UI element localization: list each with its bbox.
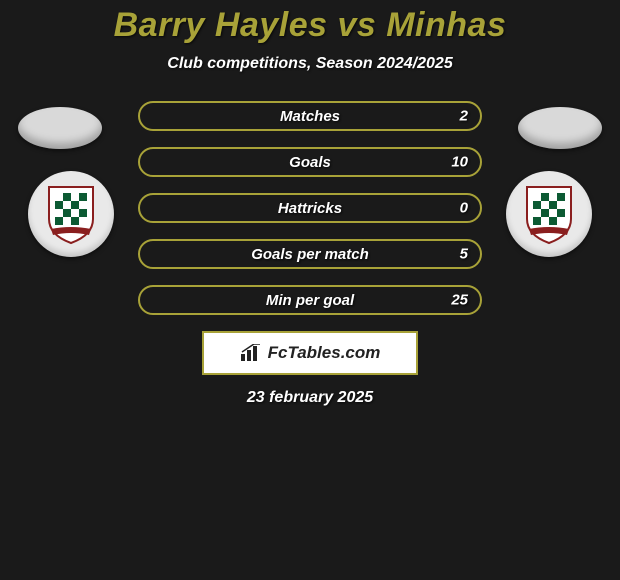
subtitle: Club competitions, Season 2024/2025 xyxy=(0,55,620,73)
player-avatar-right xyxy=(518,107,602,149)
stat-row-min-per-goal: Min per goal 25 xyxy=(138,285,482,315)
stat-value-right: 2 xyxy=(460,108,468,125)
stat-row-goals: Goals 10 xyxy=(138,147,482,177)
stat-value-right: 25 xyxy=(451,292,468,309)
bar-chart-icon xyxy=(240,344,262,362)
stat-row-hattricks: Hattricks 0 xyxy=(138,193,482,223)
comparison-card: Barry Hayles vs Minhas Club competitions… xyxy=(0,0,620,407)
club-crest-right xyxy=(506,171,592,257)
brand-text: FcTables.com xyxy=(268,343,381,363)
club-crest-left xyxy=(28,171,114,257)
stat-row-matches: Matches 2 xyxy=(138,101,482,131)
stat-row-goals-per-match: Goals per match 5 xyxy=(138,239,482,269)
stat-label: Goals xyxy=(289,154,331,171)
stat-label: Min per goal xyxy=(266,292,354,309)
brand-badge[interactable]: FcTables.com xyxy=(202,331,418,375)
stat-label: Hattricks xyxy=(278,200,342,217)
page-title: Barry Hayles vs Minhas xyxy=(0,6,620,45)
main-area: Matches 2 Goals 10 Hattricks 0 Goals per… xyxy=(0,101,620,407)
player-avatar-left xyxy=(18,107,102,149)
shield-icon xyxy=(523,183,575,245)
stat-value-right: 10 xyxy=(451,154,468,171)
stat-label: Matches xyxy=(280,108,340,125)
stats-list: Matches 2 Goals 10 Hattricks 0 Goals per… xyxy=(138,101,482,315)
shield-icon xyxy=(45,183,97,245)
stat-value-right: 5 xyxy=(460,246,468,263)
date-label: 23 february 2025 xyxy=(0,389,620,407)
stat-label: Goals per match xyxy=(251,246,369,263)
stat-value-right: 0 xyxy=(460,200,468,217)
